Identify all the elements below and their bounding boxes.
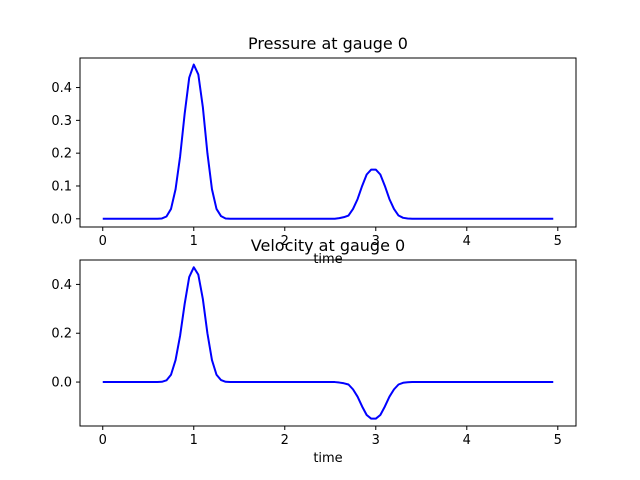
x-tick-label: 1 bbox=[190, 433, 198, 448]
y-tick-label: 0.1 bbox=[51, 179, 72, 194]
y-tick-label: 0.4 bbox=[51, 278, 72, 293]
x-tick-label: 4 bbox=[463, 234, 471, 249]
x-tick-label: 0 bbox=[99, 234, 107, 249]
y-tick-label: 0.3 bbox=[51, 114, 72, 129]
y-tick-label: 0.2 bbox=[51, 327, 72, 342]
x-tick-label: 3 bbox=[372, 234, 380, 249]
chart-title: Velocity at gauge 0 bbox=[251, 236, 405, 255]
x-tick-label: 5 bbox=[554, 433, 562, 448]
series-line-0-0 bbox=[102, 63, 554, 220]
x-axis-label: time bbox=[313, 451, 342, 466]
x-tick-label: 0 bbox=[99, 433, 107, 448]
series-line-1-0 bbox=[102, 266, 554, 420]
plot-frame bbox=[79, 259, 577, 427]
x-tick-label: 5 bbox=[554, 234, 562, 249]
x-tick-label: 2 bbox=[281, 234, 289, 249]
chart-panel-1: 0 1 2 3 4 5 0.0 0.2 0.4 time Velocity at gauge 0 bbox=[51, 236, 577, 466]
plot-frame bbox=[79, 57, 577, 228]
x-tick-label: 4 bbox=[463, 433, 471, 448]
y-tick-label: 0.2 bbox=[51, 147, 72, 162]
y-tick-label: 0.0 bbox=[51, 212, 72, 227]
y-tick-label: 0.0 bbox=[51, 376, 72, 391]
charts: 0 1 2 3 4 5 0.0 0.1 0.2 0.3 0.4 time Pressure at gau… bbox=[51, 34, 577, 466]
y-tick-label: 0.4 bbox=[51, 81, 72, 96]
chart-title: Pressure at gauge 0 bbox=[248, 34, 408, 53]
x-tick-label: 1 bbox=[190, 234, 198, 249]
x-tick-label: 3 bbox=[372, 433, 380, 448]
x-tick-label: 2 bbox=[281, 433, 289, 448]
